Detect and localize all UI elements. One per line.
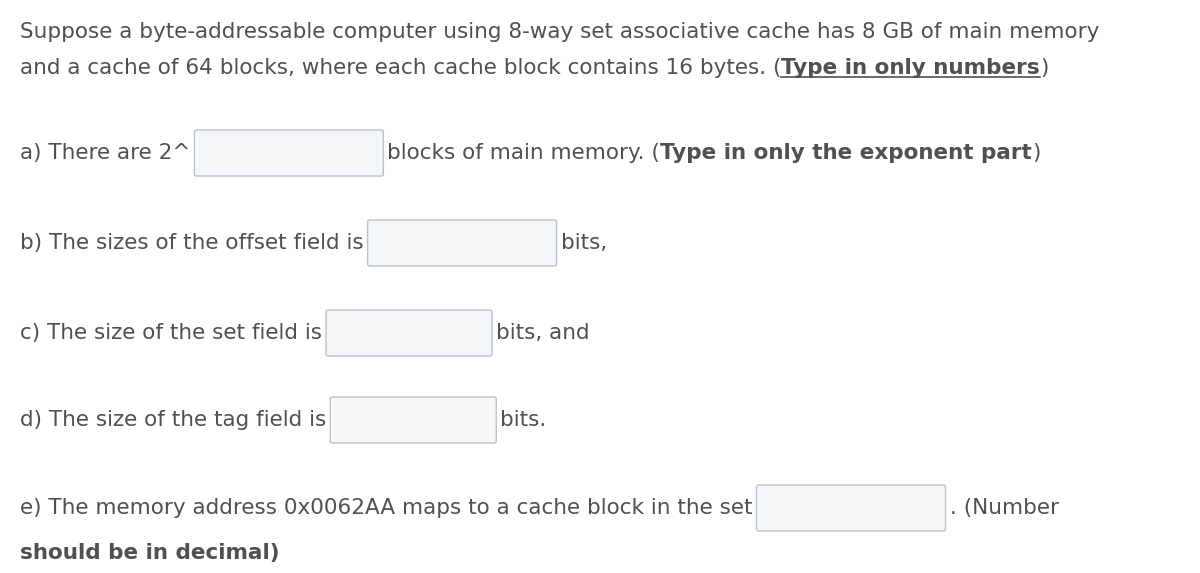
Text: e) The memory address 0x0062AA maps to a cache block in the set: e) The memory address 0x0062AA maps to a…: [20, 498, 752, 518]
Text: bits, and: bits, and: [496, 323, 589, 343]
Text: blocks of main memory. (: blocks of main memory. (: [388, 143, 660, 163]
Text: c) The size of the set field is: c) The size of the set field is: [20, 323, 322, 343]
FancyBboxPatch shape: [330, 397, 497, 443]
Text: Type in only numbers: Type in only numbers: [781, 58, 1040, 78]
FancyBboxPatch shape: [756, 485, 946, 531]
FancyBboxPatch shape: [194, 130, 383, 176]
Text: d) The size of the tag field is: d) The size of the tag field is: [20, 410, 326, 430]
Text: Type in only the exponent part: Type in only the exponent part: [660, 143, 1032, 163]
Text: . (Number: . (Number: [949, 498, 1058, 518]
Text: ): ): [1040, 58, 1049, 78]
FancyBboxPatch shape: [367, 220, 557, 266]
Text: b) The sizes of the offset field is: b) The sizes of the offset field is: [20, 233, 364, 253]
Text: and a cache of 64 blocks, where each cache block contains 16 bytes. (: and a cache of 64 blocks, where each cac…: [20, 58, 781, 78]
Text: should be in decimal): should be in decimal): [20, 543, 280, 563]
Text: ): ): [1032, 143, 1040, 163]
FancyBboxPatch shape: [326, 310, 492, 356]
Text: a) There are 2^: a) There are 2^: [20, 143, 191, 163]
Text: Suppose a byte-addressable computer using 8-way set associative cache has 8 GB o: Suppose a byte-addressable computer usin…: [20, 22, 1099, 42]
Text: bits,: bits,: [560, 233, 607, 253]
Text: bits.: bits.: [500, 410, 546, 430]
